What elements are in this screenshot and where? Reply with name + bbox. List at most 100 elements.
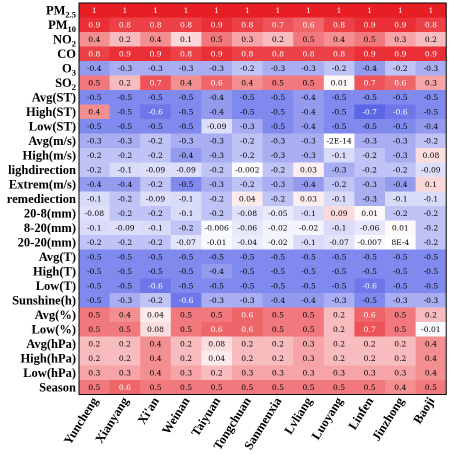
cell-value: -0.5 — [148, 93, 163, 102]
heatmap-cell — [293, 148, 325, 163]
heatmap-cell — [323, 90, 355, 105]
cell-value: 0.5 — [302, 310, 314, 319]
cell-value: -0.3 — [209, 151, 224, 160]
cell-value: -0.3 — [424, 64, 439, 73]
heatmap-cell — [79, 365, 110, 381]
cell-value: 1 — [214, 6, 219, 15]
heatmap-cell — [385, 90, 416, 105]
cell-value: -0.5 — [271, 252, 286, 261]
cell-value: -0.5 — [240, 107, 255, 116]
cell-value: 0.3 — [302, 368, 314, 377]
cell-value: 0.3 — [364, 368, 376, 377]
heatmap-cell — [323, 293, 355, 308]
cell-value: -0.1 — [393, 194, 408, 203]
cell-value: -0.5 — [362, 122, 377, 131]
heatmap-cell — [385, 119, 416, 134]
cell-value: 0.4 — [149, 35, 161, 44]
cell-value: -0.5 — [179, 267, 194, 276]
cell-value: -0.2 — [148, 151, 163, 160]
heatmap-cell — [354, 3, 386, 18]
cell-value: 0.2 — [333, 354, 345, 363]
heatmap-cell — [262, 162, 294, 178]
heatmap-cell — [262, 90, 294, 105]
heatmap-cell — [415, 351, 447, 366]
cell-value: 0.7 — [364, 325, 376, 334]
cell-value: 0.1 — [425, 180, 437, 189]
row-label: Avg(hPa) — [26, 337, 76, 351]
cell-value: -0.3 — [271, 136, 286, 145]
heatmap-cell — [354, 119, 386, 134]
row-label: NO2 — [53, 33, 76, 49]
heatmap-cell — [293, 177, 325, 192]
row-label: Avg(ST) — [32, 91, 76, 105]
heatmap-cell — [79, 351, 110, 366]
cell-value: -0.5 — [148, 252, 163, 261]
heatmap-cell — [170, 177, 202, 192]
cell-value: 0.5 — [149, 383, 161, 392]
heatmap-cell — [323, 365, 355, 381]
cell-value: 0.5 — [211, 35, 223, 44]
cell-value: 0.8 — [333, 49, 345, 58]
cell-value: -0.3 — [393, 296, 408, 305]
heatmap-cell — [79, 162, 110, 178]
cell-value: -0.2 — [240, 136, 255, 145]
heatmap-cell — [140, 235, 172, 250]
heatmap-cell — [232, 17, 263, 33]
cell-value: 1 — [306, 6, 311, 15]
cell-value: -0.2 — [362, 165, 377, 174]
heatmap-cell — [385, 46, 416, 62]
heatmap-cell — [109, 380, 141, 395]
cell-value: -0.4 — [301, 107, 316, 116]
cell-value: -0.1 — [332, 194, 347, 203]
heatmap-cell — [140, 264, 172, 279]
cell-value: -0.5 — [118, 107, 133, 116]
heatmap-cell — [79, 90, 110, 105]
heatmap-cell — [232, 293, 263, 308]
cell-value: 0.8 — [333, 20, 345, 29]
cell-value: -0.3 — [393, 136, 408, 145]
cell-value: -0.09 — [146, 165, 166, 174]
cell-value: 1 — [122, 6, 127, 15]
cell-value: -0.4 — [301, 93, 316, 102]
cell-value: -0.5 — [148, 122, 163, 131]
heatmap-cell — [79, 249, 110, 265]
cell-value: 0.5 — [88, 383, 100, 392]
heatmap-cell — [109, 90, 141, 105]
cell-value: -0.5 — [240, 267, 255, 276]
heatmap-cell — [293, 46, 325, 62]
row-label: High(hPa) — [20, 352, 76, 366]
cell-value: -0.6 — [148, 281, 163, 290]
cell-value: 0.5 — [180, 325, 192, 334]
cell-value: -0.3 — [301, 64, 316, 73]
cell-value: 0.7 — [272, 20, 284, 29]
heatmap-cell — [140, 162, 172, 178]
cell-value: -0.5 — [393, 252, 408, 261]
heatmap-cell — [232, 61, 263, 76]
heatmap-cell — [232, 249, 263, 265]
cell-value: 0.8 — [180, 49, 192, 58]
cell-value: -0.5 — [332, 122, 347, 131]
heatmap-cell — [262, 119, 294, 134]
cell-value: 0.9 — [425, 49, 437, 58]
cell-value: -0.01 — [421, 325, 440, 334]
row-label: Extrem(m/s) — [9, 178, 76, 192]
cell-value: -0.5 — [118, 93, 133, 102]
heatmap-cell — [323, 380, 355, 395]
cell-value: -0.4 — [118, 180, 133, 189]
heatmap-cell — [293, 206, 325, 221]
cell-value: 0.8 — [149, 20, 161, 29]
heatmap-cell — [293, 119, 325, 134]
heatmap-cell — [170, 365, 202, 381]
heatmap-cell — [109, 119, 141, 134]
cell-value: 0.1 — [180, 35, 192, 44]
cell-value: -0.2 — [179, 223, 194, 232]
heatmap-cell — [109, 17, 141, 33]
heatmap-cell — [170, 322, 202, 337]
heatmap-cell — [140, 249, 172, 265]
row-label: Low(T) — [36, 279, 76, 293]
heatmap-cell — [293, 220, 325, 236]
heatmap-cell — [354, 206, 386, 221]
heatmap-cell — [354, 307, 386, 323]
cell-value: -0.5 — [362, 252, 377, 261]
